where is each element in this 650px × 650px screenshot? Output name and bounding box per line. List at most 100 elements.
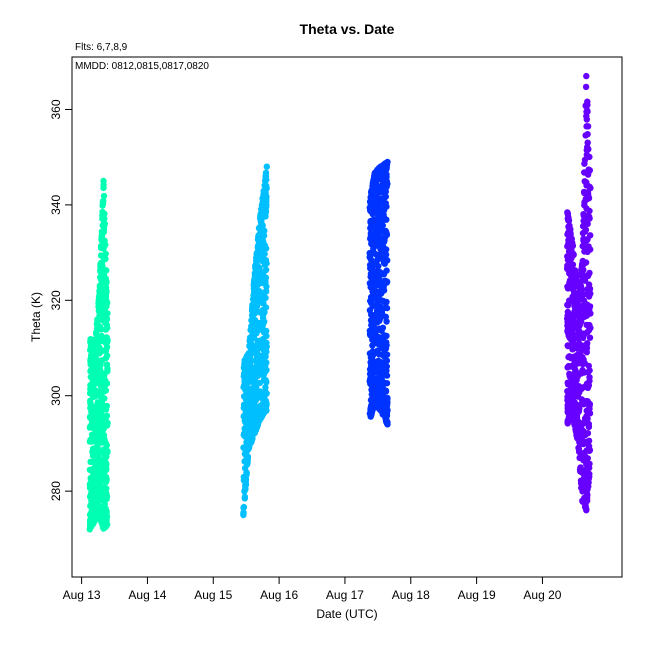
y-axis: 280 300 320 340 360 — [49, 99, 72, 501]
data-point — [87, 397, 94, 404]
data-point — [98, 439, 105, 446]
data-point — [254, 242, 262, 249]
data-point — [564, 317, 572, 324]
data-point — [377, 163, 384, 171]
data-point — [102, 250, 109, 257]
data-point — [93, 475, 100, 482]
data-point — [381, 332, 388, 339]
data-point — [103, 299, 111, 306]
data-point — [88, 382, 96, 389]
data-point — [261, 242, 269, 249]
data-point — [96, 348, 103, 356]
data-point — [254, 338, 261, 346]
data-point — [101, 220, 109, 227]
data-point — [102, 267, 110, 274]
data-point — [582, 470, 589, 477]
data-point — [383, 246, 390, 253]
data-point — [102, 293, 110, 300]
data-point — [568, 385, 576, 392]
data-point — [95, 415, 102, 423]
data-point — [370, 295, 377, 302]
data-point — [566, 373, 573, 380]
data-point — [241, 450, 249, 458]
data-point — [571, 270, 578, 277]
data-point — [97, 263, 104, 270]
data-point — [381, 349, 388, 356]
data-point — [250, 292, 257, 299]
data-point — [241, 360, 248, 368]
data-point — [369, 303, 376, 310]
data-point — [102, 387, 110, 394]
data-point — [247, 413, 255, 420]
data-point — [259, 307, 266, 314]
y-tick-label: 340 — [49, 195, 63, 215]
data-point — [375, 294, 382, 302]
data-point — [586, 404, 593, 411]
data-point — [240, 504, 247, 512]
data-point — [99, 227, 107, 235]
data-point — [579, 230, 587, 237]
data-point — [96, 470, 104, 477]
y-tick-label: 320 — [49, 290, 63, 310]
data-point — [565, 322, 572, 329]
data-point — [368, 411, 375, 419]
data-point — [101, 490, 108, 497]
data-point — [371, 250, 378, 257]
data-point — [101, 522, 109, 530]
data-point — [369, 262, 376, 270]
data-point — [383, 278, 391, 285]
data-point — [384, 396, 391, 403]
data-point — [256, 236, 264, 243]
data-point — [251, 390, 259, 397]
data-point — [242, 410, 249, 417]
y-tick-label: 300 — [49, 385, 63, 405]
data-point — [576, 439, 583, 446]
x-tick-label: Aug 19 — [458, 588, 496, 602]
data-point — [90, 433, 97, 441]
x-tick-label: Aug 13 — [63, 588, 101, 602]
data-point — [241, 493, 249, 501]
data-point — [373, 275, 380, 283]
data-point — [96, 296, 103, 303]
data-point — [102, 241, 109, 248]
data-point — [376, 382, 384, 389]
data-point — [585, 271, 592, 278]
data-point — [263, 359, 270, 366]
series-flight-2 — [240, 163, 270, 519]
data-point — [382, 193, 389, 200]
data-point — [375, 307, 382, 314]
data-point — [240, 511, 247, 519]
data-point — [579, 223, 587, 230]
y-tick-label: 360 — [49, 99, 63, 119]
data-point — [574, 298, 582, 305]
data-point — [372, 231, 380, 239]
data-point — [100, 177, 107, 185]
data-point — [89, 521, 96, 528]
data-point — [260, 354, 267, 361]
data-point — [570, 311, 577, 318]
x-tick-label: Aug 18 — [392, 588, 430, 602]
data-point — [246, 405, 253, 412]
series-flight-1 — [86, 177, 111, 533]
data-point — [580, 235, 587, 242]
data-point — [89, 409, 96, 417]
data-point — [380, 216, 387, 224]
y-axis-label: Theta (K) — [29, 292, 43, 342]
data-point — [100, 459, 107, 466]
data-point — [583, 397, 590, 405]
data-point — [378, 326, 385, 333]
data-point — [375, 341, 382, 348]
data-point — [581, 160, 588, 167]
data-point — [564, 231, 571, 238]
data-point — [103, 321, 111, 329]
data-point — [94, 512, 102, 520]
x-axis: Aug 13 Aug 14 Aug 15 Aug 16 Aug 17 Aug 18 Aug … — [63, 577, 562, 602]
data-point — [369, 377, 377, 384]
x-tick-label: Aug 20 — [523, 588, 561, 602]
data-point — [583, 321, 590, 329]
data-point — [564, 302, 572, 309]
data-point — [366, 366, 374, 373]
data-point — [91, 352, 98, 359]
x-tick-label: Aug 14 — [128, 588, 166, 602]
data-point — [252, 379, 259, 386]
